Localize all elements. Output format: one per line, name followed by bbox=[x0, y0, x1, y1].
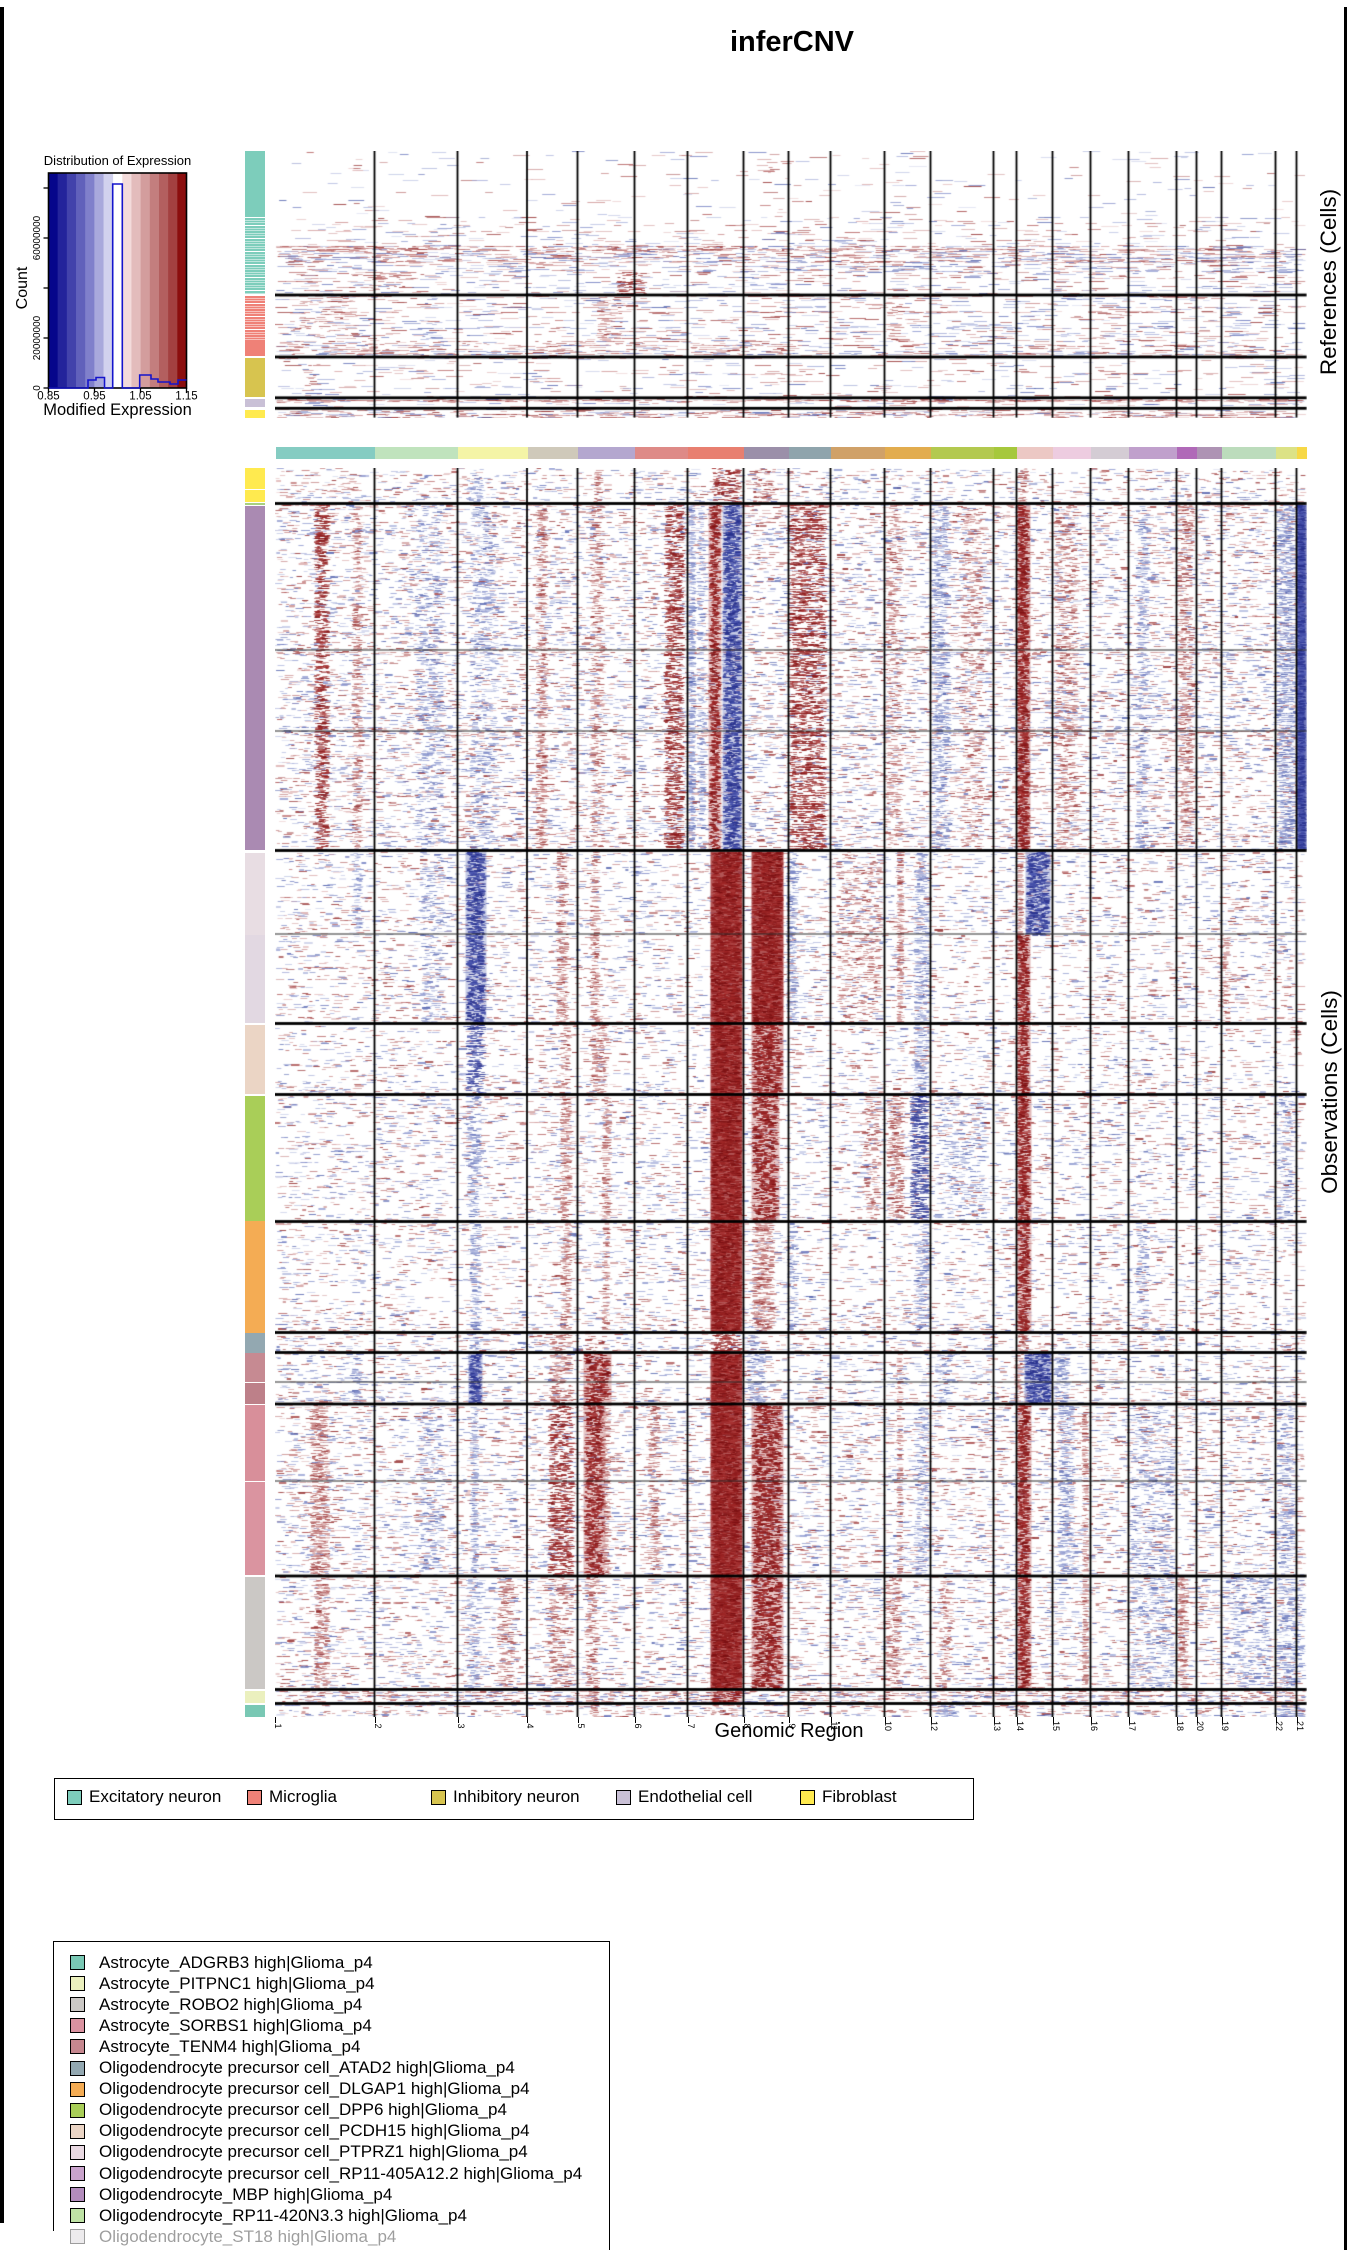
svg-text:Modified Expression: Modified Expression bbox=[43, 401, 192, 419]
svg-text:0.95: 0.95 bbox=[83, 391, 105, 403]
svg-text:0.85: 0.85 bbox=[37, 391, 59, 403]
svg-text:1.05: 1.05 bbox=[129, 391, 151, 403]
svg-text:60000000: 60000000 bbox=[32, 215, 43, 260]
svg-text:20000000: 20000000 bbox=[32, 315, 43, 360]
svg-text:Distribution of Expression: Distribution of Expression bbox=[44, 153, 191, 168]
svg-text:0: 0 bbox=[32, 385, 43, 391]
svg-text:1.15: 1.15 bbox=[175, 391, 197, 403]
svg-text:Count: Count bbox=[14, 266, 31, 309]
